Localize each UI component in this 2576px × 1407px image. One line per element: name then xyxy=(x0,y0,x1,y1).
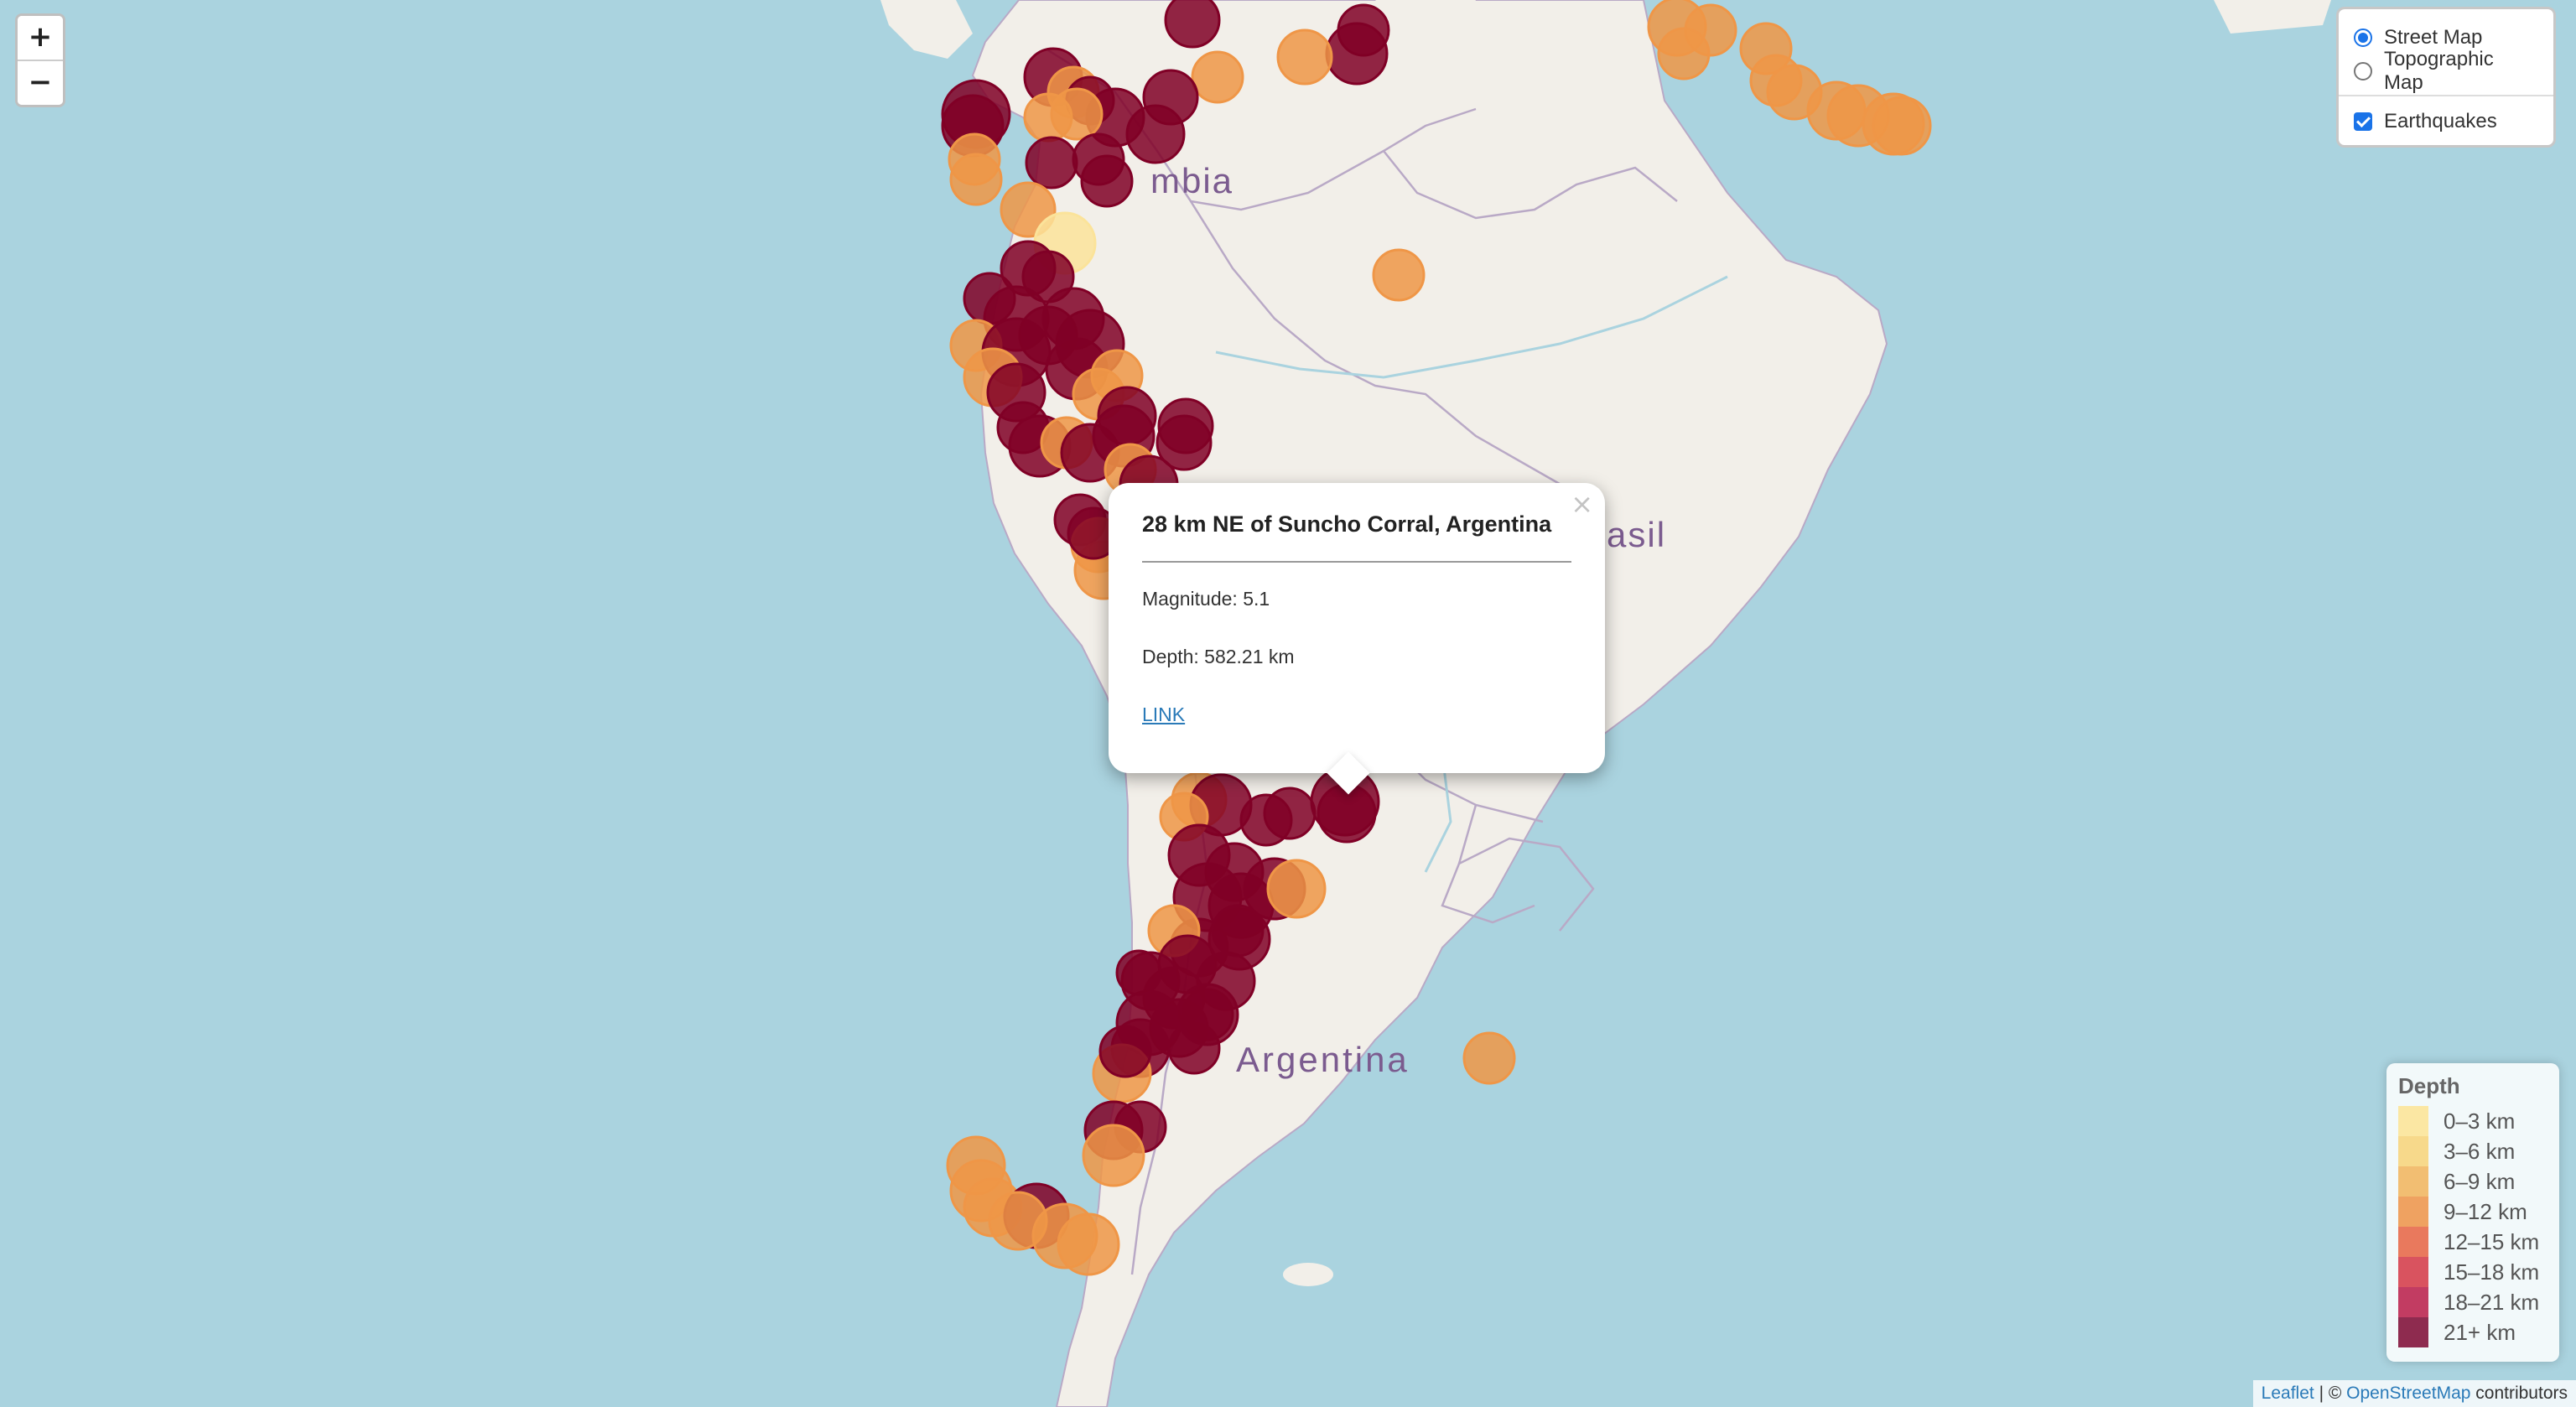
earthquake-marker[interactable] xyxy=(1050,87,1104,141)
legend-label: 18–21 km xyxy=(2444,1289,2540,1315)
earthquake-marker[interactable] xyxy=(1266,859,1327,919)
legend-label: 6–9 km xyxy=(2444,1168,2516,1194)
legend-swatch xyxy=(2398,1287,2428,1317)
legend-label: 0–3 km xyxy=(2444,1108,2516,1134)
radio-street-map[interactable] xyxy=(2354,29,2372,47)
zoom-control: + − xyxy=(15,13,65,107)
popup-close-button[interactable]: × xyxy=(1571,488,1593,520)
leaflet-link[interactable]: Leaflet xyxy=(2261,1384,2314,1403)
earthquake-marker[interactable] xyxy=(1072,132,1125,186)
legend-item: 9–12 km xyxy=(2398,1197,2547,1227)
earthquake-marker[interactable] xyxy=(1462,1031,1516,1085)
attribution: Leaflet | © OpenStreetMap contributors xyxy=(2252,1380,2576,1407)
legend-item: 18–21 km xyxy=(2398,1287,2547,1317)
land-central-america xyxy=(880,0,973,59)
legend-swatch xyxy=(2398,1197,2428,1227)
earthquake-marker[interactable] xyxy=(1872,96,1932,156)
layer-label-topographic-map: Topographic Map xyxy=(2384,48,2494,94)
zoom-in-button[interactable]: + xyxy=(18,16,63,60)
earthquake-marker[interactable] xyxy=(949,153,1003,206)
legend-label: 3–6 km xyxy=(2444,1138,2516,1164)
earthquake-popup: × 28 km NE of Suncho Corral, Argentina M… xyxy=(1109,483,1605,795)
earthquake-marker[interactable] xyxy=(1164,0,1221,49)
layer-option-earthquakes[interactable]: Earthquakes xyxy=(2354,105,2538,138)
legend-swatch xyxy=(2398,1257,2428,1287)
earthquake-marker[interactable] xyxy=(1057,1212,1120,1276)
earthquake-markers xyxy=(941,0,1932,1276)
earthquake-marker[interactable] xyxy=(1372,248,1426,302)
earthquake-marker[interactable] xyxy=(1276,29,1333,86)
legend-swatch xyxy=(2398,1106,2428,1136)
land-island xyxy=(2214,0,2331,34)
map-label-brasil: asil xyxy=(1607,515,1666,554)
earthquake-marker[interactable] xyxy=(1263,787,1317,840)
legend-item: 12–15 km xyxy=(2398,1227,2547,1257)
earthquake-marker[interactable] xyxy=(1657,27,1711,80)
popup-title: 28 km NE of Suncho Corral, Argentina xyxy=(1142,511,1552,537)
earthquake-marker[interactable] xyxy=(1025,136,1078,190)
land-falklands xyxy=(1283,1263,1333,1286)
earthquake-marker[interactable] xyxy=(1115,949,1162,996)
earthquake-marker[interactable] xyxy=(1082,1124,1145,1187)
layer-option-topographic-map[interactable]: Topographic Map xyxy=(2354,48,2538,94)
popup-depth: Depth: 582.21 km xyxy=(1142,646,1295,667)
legend-swatch xyxy=(2398,1317,2428,1347)
earthquake-marker[interactable] xyxy=(1211,904,1265,958)
earthquake-marker[interactable] xyxy=(1191,50,1244,104)
map-label-colombia: mbia xyxy=(1150,161,1233,200)
legend-item: 3–6 km xyxy=(2398,1136,2547,1166)
layer-label-earthquakes: Earthquakes xyxy=(2384,110,2497,132)
legend-item: 6–9 km xyxy=(2398,1166,2547,1197)
legend-item: 0–3 km xyxy=(2398,1106,2547,1136)
map-label-argentina: Argentina xyxy=(1236,1040,1410,1079)
layers-control: Street Map Topographic Map Earthquakes xyxy=(2336,7,2556,148)
attribution-suffix: contributors xyxy=(2470,1384,2568,1403)
popup-divider xyxy=(1142,561,1571,563)
legend-item: 15–18 km xyxy=(2398,1257,2547,1287)
osm-link[interactable]: OpenStreetMap xyxy=(2346,1384,2471,1403)
legend-label: 9–12 km xyxy=(2444,1198,2527,1224)
earthquake-marker[interactable] xyxy=(1176,983,1239,1046)
legend-label: 21+ km xyxy=(2444,1319,2516,1345)
radio-topographic-map[interactable] xyxy=(2354,62,2372,80)
land-island xyxy=(1375,0,1476,17)
legend-label: 15–18 km xyxy=(2444,1259,2540,1285)
layers-divider xyxy=(2339,95,2553,96)
layer-option-street-map[interactable]: Street Map xyxy=(2354,21,2538,55)
legend-label: 12–15 km xyxy=(2444,1228,2540,1254)
depth-legend: Depth 0–3 km 3–6 km 6–9 km 9–12 km 12–15 km 1… xyxy=(2386,1063,2559,1362)
earthquake-marker[interactable] xyxy=(1156,414,1213,471)
legend-swatch xyxy=(2398,1136,2428,1166)
zoom-out-button[interactable]: − xyxy=(18,60,63,105)
legend-item: 21+ km xyxy=(2398,1317,2547,1347)
checkbox-earthquakes[interactable] xyxy=(2354,112,2372,131)
attribution-separator: | © xyxy=(2314,1384,2347,1403)
popup-link[interactable]: LINK xyxy=(1142,704,1186,725)
layer-label-street-map: Street Map xyxy=(2384,26,2483,49)
legend-swatch xyxy=(2398,1166,2428,1197)
popup-magnitude: Magnitude: 5.1 xyxy=(1142,588,1270,610)
earthquake-marker[interactable] xyxy=(1098,1025,1152,1078)
earthquake-marker[interactable] xyxy=(1125,104,1186,164)
legend-swatch xyxy=(2398,1227,2428,1257)
earthquake-marker[interactable] xyxy=(1325,22,1389,86)
legend-title: Depth xyxy=(2398,1073,2460,1098)
